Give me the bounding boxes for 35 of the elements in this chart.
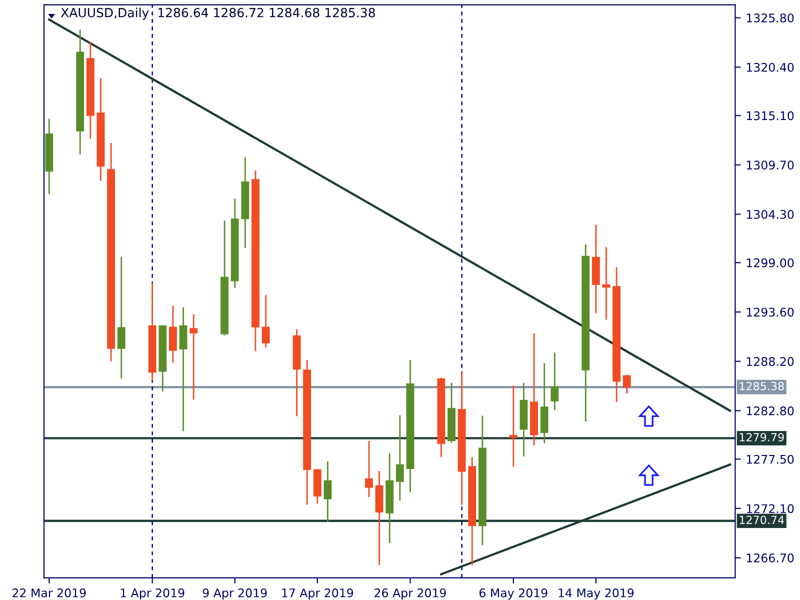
- y-tick-label: 1320.40: [746, 62, 794, 72]
- candlestick: [262, 294, 270, 348]
- y-tick-label: 1325.80: [746, 14, 794, 22]
- ref-line-label: 1270.74: [740, 516, 784, 524]
- x-tick-label: 17 Apr 2019: [282, 588, 354, 600]
- candlestick: [190, 314, 198, 400]
- x-tick-label: 26 Apr 2019: [374, 588, 446, 600]
- x-tick-label: 9 Apr 2019: [202, 588, 267, 600]
- x-tick-label: 14 May 2019: [558, 588, 634, 600]
- y-tick-label: 1293.60: [746, 308, 794, 317]
- y-tick-label: 1282.80: [746, 406, 794, 416]
- candlestick: [365, 440, 373, 498]
- candlestick: [168, 304, 177, 364]
- y-tick-label: 1272.10: [746, 504, 794, 514]
- ref-line-label: 1285.38: [740, 382, 784, 390]
- x-tick-label: 22 Mar 2019: [12, 588, 86, 598]
- y-tick-label: 1309.70: [746, 160, 794, 170]
- y-tick-label: 1266.70: [746, 554, 794, 562]
- candlestick: [117, 256, 126, 380]
- candlestick: [509, 384, 518, 468]
- y-tick-label: 1304.30: [746, 210, 794, 219]
- candlestick: [179, 306, 188, 432]
- candlestick: [324, 460, 332, 522]
- candlestick: [622, 374, 631, 394]
- ref-line-label: 1279.79: [740, 433, 784, 442]
- candlestick: [550, 352, 559, 411]
- y-tick-label: 1315.10: [746, 111, 794, 120]
- y-tick-label: 1299.00: [746, 258, 794, 268]
- candlestick: [396, 414, 404, 502]
- x-tick-label: 1 Apr 2019: [120, 588, 184, 600]
- chart-title: XAUUSD,Daily 1286.64 1286.72 1284.68 1285.38: [60, 8, 375, 20]
- candlestick: [602, 246, 610, 320]
- x-tick-label: 6 May 2019: [479, 588, 548, 600]
- y-tick-label: 1288.20: [746, 357, 794, 366]
- y-tick-label: 1277.50: [746, 454, 794, 464]
